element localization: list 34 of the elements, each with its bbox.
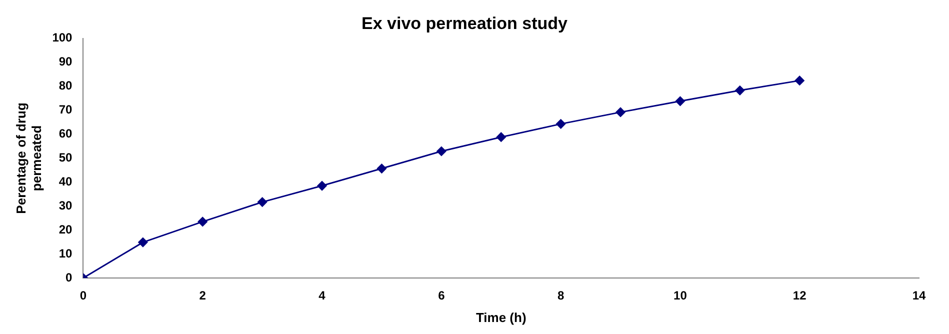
y-tick-label: 60 (58, 126, 73, 141)
y-tick-label: 80 (58, 78, 73, 93)
y-tick-label: 10 (58, 246, 73, 260)
y-tick-label: 50 (58, 150, 73, 165)
x-tick-label: 14 (912, 288, 926, 303)
x-tick-label: 12 (792, 288, 807, 303)
y-tick-label: 20 (58, 222, 73, 236)
y-tick-label: 0 (66, 270, 73, 284)
point (675, 96, 685, 106)
point (496, 132, 506, 142)
y-tick-label: 40 (58, 174, 73, 188)
point (735, 86, 745, 96)
point (317, 181, 327, 191)
x-tick-label: 0 (80, 288, 87, 303)
y-tick-label: 30 (58, 198, 73, 212)
point (138, 238, 148, 248)
point (794, 76, 804, 86)
y-tick-label: 70 (58, 102, 73, 117)
y-tick-label: 90 (58, 54, 73, 69)
x-tick-label: 6 (438, 288, 446, 303)
chart-title: Ex vivo permeation study (362, 14, 568, 33)
y-axis-title: Perentage of drug permeated (13, 102, 44, 214)
point (436, 146, 446, 156)
point (376, 164, 386, 174)
x-tick-label: 10 (674, 288, 688, 303)
x-tick-label: 8 (557, 288, 564, 303)
point (258, 197, 268, 207)
point (616, 107, 626, 117)
x-axis-title: Time (h) (476, 310, 526, 325)
point (198, 216, 208, 226)
x-tick-label: 2 (199, 288, 206, 303)
x-tick-label: 4 (318, 288, 326, 303)
point (556, 119, 566, 129)
y-tick-label: 100 (52, 30, 73, 45)
